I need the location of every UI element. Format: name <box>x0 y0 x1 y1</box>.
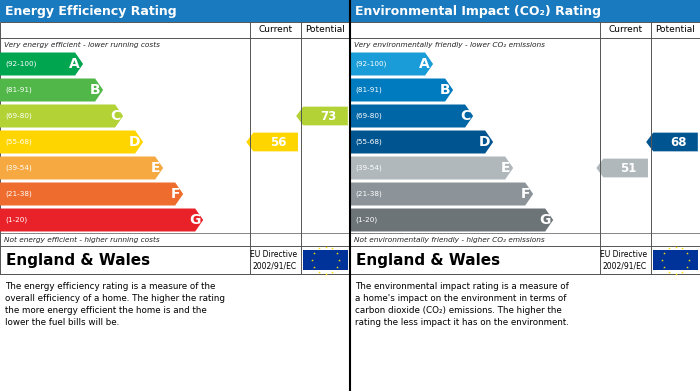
Text: 51: 51 <box>620 161 637 174</box>
Bar <box>303 250 348 270</box>
Polygon shape <box>0 79 103 102</box>
Text: (21-38): (21-38) <box>5 191 32 197</box>
Polygon shape <box>0 156 163 179</box>
Text: G: G <box>189 213 200 227</box>
Bar <box>350 0 700 22</box>
Polygon shape <box>350 131 493 154</box>
Text: E: E <box>500 161 510 175</box>
Text: (92-100): (92-100) <box>5 61 36 67</box>
Polygon shape <box>350 79 453 102</box>
Bar <box>653 250 698 270</box>
Text: A: A <box>69 57 80 71</box>
Text: Current: Current <box>258 25 293 34</box>
Text: C: C <box>110 109 120 123</box>
Polygon shape <box>646 133 698 151</box>
Text: F: F <box>521 187 530 201</box>
Text: 56: 56 <box>270 136 287 149</box>
Text: Potential: Potential <box>306 25 345 34</box>
Text: C: C <box>460 109 470 123</box>
Polygon shape <box>0 52 83 75</box>
Text: Very environmentally friendly - lower CO₂ emissions: Very environmentally friendly - lower CO… <box>354 41 545 48</box>
Text: (92-100): (92-100) <box>355 61 386 67</box>
Text: (81-91): (81-91) <box>5 87 32 93</box>
Text: (81-91): (81-91) <box>355 87 382 93</box>
Text: B: B <box>90 83 100 97</box>
Bar <box>0 0 350 22</box>
Polygon shape <box>350 183 533 206</box>
Polygon shape <box>350 52 433 75</box>
Text: England & Wales: England & Wales <box>6 253 150 267</box>
Text: The energy efficiency rating is a measure of the
overall efficiency of a home. T: The energy efficiency rating is a measur… <box>5 282 225 327</box>
Polygon shape <box>350 156 513 179</box>
Text: Environmental Impact (CO₂) Rating: Environmental Impact (CO₂) Rating <box>355 5 601 18</box>
Text: (39-54): (39-54) <box>5 165 32 171</box>
Text: 73: 73 <box>321 109 337 122</box>
Text: A: A <box>419 57 430 71</box>
Bar <box>350 22 700 274</box>
Text: E: E <box>150 161 160 175</box>
Polygon shape <box>350 104 473 127</box>
Text: D: D <box>129 135 140 149</box>
Text: Very energy efficient - lower running costs: Very energy efficient - lower running co… <box>4 41 160 48</box>
Text: (55-68): (55-68) <box>5 139 32 145</box>
Polygon shape <box>296 107 348 126</box>
Polygon shape <box>246 133 298 151</box>
Text: Potential: Potential <box>656 25 695 34</box>
Polygon shape <box>0 208 203 231</box>
Polygon shape <box>596 159 648 178</box>
Polygon shape <box>0 131 143 154</box>
Polygon shape <box>0 104 123 127</box>
Text: (21-38): (21-38) <box>355 191 382 197</box>
Text: Not energy efficient - higher running costs: Not energy efficient - higher running co… <box>4 237 160 242</box>
Polygon shape <box>350 208 553 231</box>
Text: 68: 68 <box>671 136 687 149</box>
Bar <box>0 22 350 274</box>
Text: Current: Current <box>608 25 643 34</box>
Text: England & Wales: England & Wales <box>356 253 500 267</box>
Text: (69-80): (69-80) <box>355 113 382 119</box>
Text: B: B <box>440 83 450 97</box>
Text: D: D <box>479 135 490 149</box>
Text: Energy Efficiency Rating: Energy Efficiency Rating <box>5 5 176 18</box>
Text: F: F <box>171 187 180 201</box>
Polygon shape <box>0 183 183 206</box>
Text: (39-54): (39-54) <box>355 165 382 171</box>
Text: (69-80): (69-80) <box>5 113 32 119</box>
Text: EU Directive
2002/91/EC: EU Directive 2002/91/EC <box>600 250 647 270</box>
Text: The environmental impact rating is a measure of
a home's impact on the environme: The environmental impact rating is a mea… <box>355 282 569 327</box>
Text: (1-20): (1-20) <box>355 217 377 223</box>
Text: EU Directive
2002/91/EC: EU Directive 2002/91/EC <box>250 250 297 270</box>
Text: (1-20): (1-20) <box>5 217 27 223</box>
Text: Not environmentally friendly - higher CO₂ emissions: Not environmentally friendly - higher CO… <box>354 237 545 242</box>
Text: G: G <box>539 213 550 227</box>
Text: (55-68): (55-68) <box>355 139 382 145</box>
